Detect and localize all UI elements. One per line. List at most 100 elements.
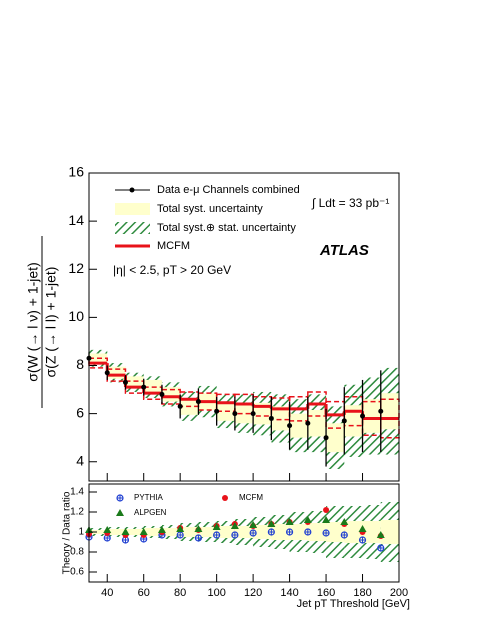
ratio-syst-band	[326, 522, 345, 542]
triangle-marker	[176, 525, 185, 532]
marker-cross	[117, 495, 123, 501]
y-tick-label: 8	[76, 356, 84, 372]
data-point	[360, 413, 366, 419]
triangle-marker	[376, 531, 385, 538]
data-point	[250, 411, 256, 417]
marker-cross	[286, 529, 293, 535]
data-point	[104, 370, 110, 376]
data-point	[141, 384, 147, 390]
legend-label: ALPGEN	[134, 508, 167, 517]
y-tick-label: 4	[76, 452, 84, 468]
syst-uncertainty-band	[362, 399, 381, 433]
triangle-marker	[116, 509, 124, 516]
legend-label: Data e-μ Channels combined	[157, 184, 300, 196]
annotation: |η| < 2.5, pT > 20 GeV	[113, 263, 231, 277]
y-tick-label: 14	[68, 212, 84, 228]
syst-uncertainty-band	[326, 423, 345, 453]
data-point	[287, 423, 293, 429]
ratio-syst-band	[180, 527, 199, 537]
legend-swatch	[115, 222, 150, 234]
luminosity: ∫ Ldt = 33 pb⁻¹	[311, 196, 389, 210]
y-tick-label: 10	[68, 308, 84, 324]
ratio-syst-band	[125, 529, 144, 535]
triangle-marker	[139, 528, 148, 535]
ratio-syst-band	[216, 526, 235, 538]
legend-label: Total syst. uncertainty	[157, 203, 263, 215]
triangle-marker	[358, 525, 367, 532]
syst-uncertainty-band	[344, 405, 363, 437]
marker-cross	[195, 535, 202, 541]
circle-marker	[323, 507, 330, 513]
x-tick-label: 60	[138, 587, 150, 599]
plot-frame	[88, 172, 400, 482]
syst-uncertainty-band	[307, 410, 327, 437]
triangle-marker	[340, 518, 349, 525]
ratio-syst-band	[198, 527, 217, 537]
marker-cross	[377, 545, 384, 551]
y-tick-label: 16	[68, 164, 84, 180]
y-tick-label: 6	[76, 404, 84, 420]
marker-cross	[268, 529, 275, 535]
data-point	[341, 418, 347, 424]
x-tick-label: 180	[353, 587, 371, 599]
marker-cross	[341, 532, 348, 538]
ratio-syst-band	[107, 529, 126, 535]
y-label-numerator: σ(W (→ l ν) + 1-jet)	[25, 262, 41, 381]
ratio-syst-band	[380, 520, 399, 544]
legend-label: MCFM	[239, 493, 263, 502]
legend-marker	[129, 187, 135, 193]
data-point	[214, 408, 220, 414]
legend-label: Total syst.⊕ stat. uncertainty	[157, 222, 296, 234]
marker-cross	[323, 530, 330, 536]
triangle-marker	[285, 518, 294, 525]
x-tick-label: 40	[101, 587, 113, 599]
plot-frame	[88, 483, 400, 583]
triangle-marker	[157, 526, 166, 533]
ratio-syst-band	[362, 521, 381, 543]
x-tick-label: 200	[390, 587, 408, 599]
data-point	[159, 391, 165, 397]
data-point	[195, 399, 201, 405]
marker-cross	[177, 532, 184, 538]
y-tick-label: 1	[78, 527, 84, 538]
triangle-marker	[194, 525, 203, 532]
y-tick-label: 1.2	[70, 507, 84, 518]
y-tick-label: 0.6	[70, 567, 84, 578]
ratio-syst-band	[253, 525, 272, 539]
data-point	[378, 408, 384, 414]
ratio-syst-band	[89, 530, 108, 534]
ratio-syst-band	[234, 526, 254, 538]
data-point	[122, 379, 128, 385]
ratio-syst-band	[143, 528, 162, 536]
legend-swatch	[115, 203, 150, 215]
triangle-marker	[249, 521, 258, 528]
y-label-denominator: σ(Z (→ l l) + 1-jet)	[43, 267, 59, 378]
syst-uncertainty-band	[234, 404, 254, 424]
triangle-marker	[267, 520, 276, 527]
data-point	[323, 435, 329, 441]
legend-label: MCFM	[157, 240, 190, 252]
marker-cross	[250, 530, 257, 536]
marker-cross	[104, 535, 111, 541]
marker-cross	[213, 532, 220, 538]
syst-uncertainty-band	[253, 402, 272, 425]
data-point	[232, 411, 238, 417]
x-tick-label: 140	[280, 587, 298, 599]
x-tick-label: 100	[207, 587, 225, 599]
marker-cross	[359, 537, 366, 543]
triangle-marker	[212, 523, 221, 530]
marker-cross	[304, 529, 311, 535]
x-label: Jet pT Threshold [GeV]	[297, 598, 410, 610]
y-tick-label: 1.4	[70, 487, 84, 498]
syst-uncertainty-band	[271, 406, 290, 431]
marker-cross	[231, 532, 238, 538]
data-point	[268, 415, 274, 421]
ratio-syst-band	[289, 524, 308, 540]
ratio-syst-band	[344, 521, 363, 543]
ratio-syst-band	[271, 524, 290, 540]
data-point	[177, 403, 183, 409]
ratio-syst-band	[307, 523, 327, 541]
ratio-syst-band	[161, 528, 181, 536]
triangle-marker	[322, 516, 331, 523]
